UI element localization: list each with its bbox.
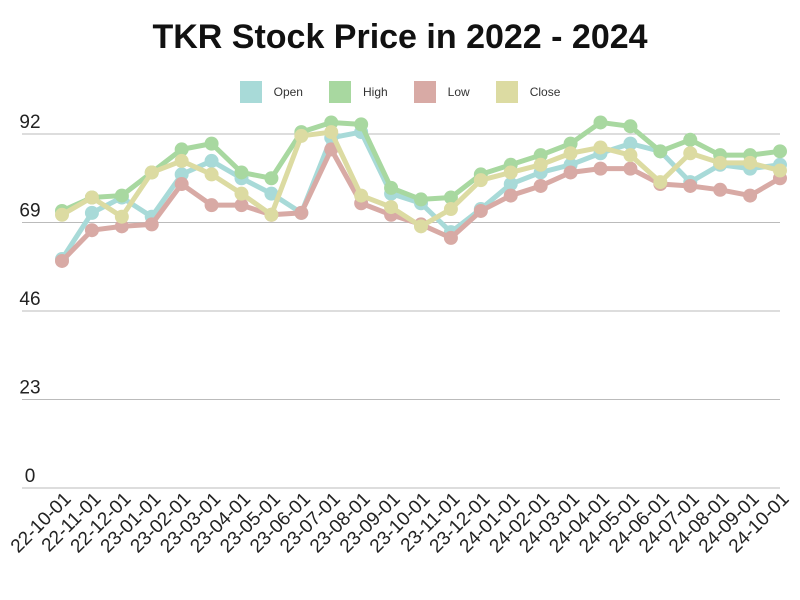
data-point: [593, 140, 608, 155]
y-tick-label: 23: [19, 378, 40, 399]
data-point: [144, 165, 159, 180]
y-tick-label: 46: [19, 289, 40, 310]
legend-label: Open: [273, 85, 303, 99]
data-point: [174, 177, 189, 192]
data-point: [174, 153, 189, 168]
data-point: [55, 253, 69, 268]
data-point: [264, 171, 279, 186]
data-point: [324, 115, 339, 130]
data-point: [533, 178, 548, 193]
data-point: [204, 136, 219, 151]
data-point: [174, 142, 189, 157]
data-point: [55, 207, 69, 222]
data-point: [743, 188, 758, 203]
data-point: [473, 203, 488, 218]
data-point: [384, 200, 399, 215]
data-point: [623, 161, 638, 176]
data-point: [114, 219, 129, 234]
y-tick-label: 92: [19, 112, 40, 133]
data-point: [264, 207, 279, 222]
data-point: [354, 117, 369, 132]
data-point: [653, 175, 668, 190]
y-grid: 0 23 46 69 92: [19, 112, 780, 489]
data-point: [623, 148, 638, 163]
data-point: [563, 165, 578, 180]
data-point: [773, 144, 787, 159]
legend-swatch: [413, 81, 436, 103]
legend-item-low: Low: [413, 80, 470, 104]
data-point: [114, 188, 129, 203]
data-point: [683, 132, 698, 147]
data-point: [533, 148, 548, 163]
data-point: [533, 157, 548, 172]
data-point: [324, 125, 339, 140]
legend-item-high: High: [328, 80, 388, 104]
y-tick-label: 69: [19, 201, 40, 222]
data-point: [114, 209, 129, 224]
x-axis: 22-10-0122-11-0122-12-0123-01-0123-02-01…: [7, 489, 794, 558]
data-point: [593, 115, 608, 130]
data-point: [503, 177, 518, 192]
data-point: [773, 163, 787, 178]
data-point: [623, 119, 638, 134]
data-point: [443, 230, 458, 245]
legend-label: High: [362, 85, 388, 99]
data-point: [743, 155, 758, 170]
data-point: [234, 198, 249, 213]
data-point: [264, 186, 279, 201]
data-point: [234, 186, 249, 201]
y-tick-label: 0: [25, 466, 36, 487]
data-point: [234, 165, 249, 180]
legend-swatch: [495, 81, 518, 103]
legend-swatch: [239, 81, 262, 103]
data-point: [503, 188, 518, 203]
data-point: [294, 205, 309, 220]
data-point: [204, 153, 219, 168]
data-point: [84, 223, 99, 238]
data-point: [473, 173, 488, 188]
chart-title: TKR Stock Price in 2022 - 2024: [152, 18, 648, 56]
data-point: [713, 182, 728, 197]
data-point: [503, 165, 518, 180]
data-point: [354, 188, 369, 203]
data-point: [713, 155, 728, 170]
series-close: [55, 125, 787, 234]
data-point: [683, 178, 698, 193]
data-point: [653, 144, 668, 159]
data-point: [144, 217, 159, 232]
legend-item-close: Close: [495, 80, 561, 104]
data-point: [414, 219, 428, 234]
legend-label: Low: [447, 85, 470, 99]
data-point: [384, 180, 399, 195]
data-point: [623, 136, 638, 151]
data-point: [414, 192, 428, 207]
data-point: [174, 167, 189, 182]
data-point: [563, 146, 578, 161]
data-point: [204, 198, 219, 213]
data-point: [443, 202, 458, 217]
data-point: [683, 146, 698, 161]
data-point: [294, 128, 309, 143]
data-point: [84, 205, 99, 220]
data-point: [204, 167, 219, 182]
legend: Open High Low Close: [0, 80, 800, 104]
data-point: [593, 161, 608, 176]
data-point: [563, 136, 578, 151]
legend-item-open: Open: [239, 80, 303, 104]
legend-swatch: [328, 81, 351, 103]
data-point: [443, 190, 458, 205]
data-point: [84, 190, 99, 205]
legend-label: Close: [529, 85, 561, 99]
data-point: [324, 142, 339, 157]
